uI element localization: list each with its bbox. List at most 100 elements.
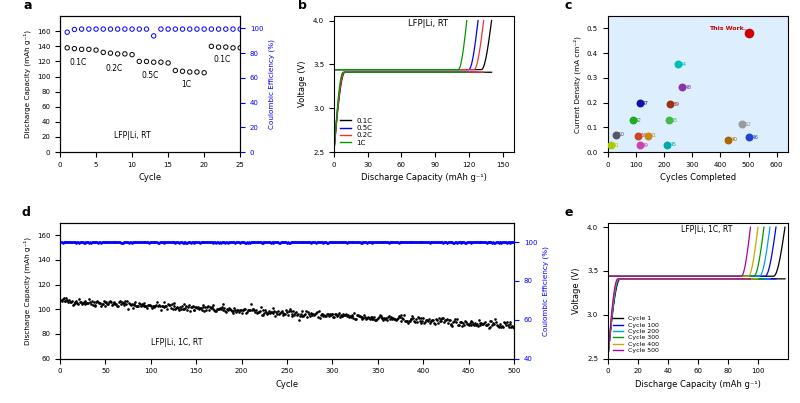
Point	[147, 303, 160, 310]
Point	[354, 239, 367, 246]
Point	[210, 239, 223, 245]
Point	[217, 301, 230, 307]
Point	[100, 239, 113, 245]
Point	[503, 319, 516, 326]
Point	[358, 239, 371, 245]
Point	[493, 321, 506, 327]
Point	[261, 311, 274, 317]
Point	[486, 321, 498, 328]
Point	[226, 239, 238, 245]
Point	[378, 239, 391, 245]
Point	[287, 308, 300, 314]
Text: e: e	[565, 206, 573, 219]
Point	[75, 46, 88, 52]
Point	[427, 316, 440, 323]
Point	[128, 239, 141, 246]
Point	[298, 312, 310, 318]
Point	[323, 239, 336, 245]
Point	[149, 239, 162, 245]
Point	[224, 307, 237, 313]
Point	[90, 26, 102, 32]
Point	[199, 304, 212, 310]
Point	[208, 239, 221, 245]
Point	[409, 239, 422, 245]
Point	[365, 314, 378, 320]
Point	[425, 239, 438, 245]
Point	[293, 316, 306, 323]
Point	[376, 315, 389, 321]
Point	[271, 239, 284, 245]
Point	[125, 239, 138, 245]
Point	[314, 239, 327, 245]
Point	[742, 30, 755, 37]
Point	[138, 303, 151, 310]
Point	[461, 321, 474, 328]
Point	[228, 239, 241, 245]
Point	[301, 314, 314, 320]
Point	[161, 239, 174, 245]
Point	[137, 300, 150, 307]
Point	[333, 239, 346, 245]
Point	[434, 316, 447, 322]
Text: b: b	[298, 0, 306, 12]
Point	[146, 303, 159, 310]
Point	[200, 307, 213, 314]
Point	[416, 317, 429, 324]
Point	[233, 239, 246, 245]
Point	[498, 239, 510, 245]
Point	[182, 304, 194, 310]
Point	[358, 239, 370, 245]
Point	[346, 312, 359, 319]
Point	[404, 239, 417, 245]
Point	[230, 307, 243, 313]
Point	[378, 316, 391, 322]
Point	[122, 239, 134, 245]
Point	[455, 239, 468, 245]
Point	[490, 321, 503, 328]
Point	[418, 239, 431, 246]
Point	[316, 239, 329, 245]
Point	[155, 303, 168, 310]
Point	[176, 239, 189, 246]
Point	[486, 239, 498, 246]
Point	[398, 312, 410, 318]
Point	[205, 26, 218, 32]
Point	[190, 69, 203, 75]
Point	[365, 239, 378, 246]
Point	[236, 239, 249, 246]
Point	[135, 301, 148, 307]
Point	[468, 321, 481, 328]
Point	[479, 322, 492, 328]
Point	[234, 239, 246, 246]
Point	[250, 239, 262, 245]
Point	[238, 239, 250, 246]
Point	[484, 318, 497, 325]
Point	[350, 239, 362, 245]
Point	[343, 312, 356, 319]
Point	[303, 239, 316, 245]
Point	[290, 312, 303, 318]
Point	[411, 239, 424, 245]
Point	[290, 239, 302, 245]
Point	[497, 324, 510, 330]
Point	[311, 314, 324, 320]
Point	[148, 304, 161, 310]
Point	[450, 316, 463, 322]
Point	[436, 239, 449, 245]
Point	[434, 318, 446, 324]
Point	[76, 239, 89, 246]
Point	[82, 295, 95, 302]
Point	[441, 316, 454, 322]
Point	[484, 239, 497, 246]
Point	[307, 239, 320, 245]
Point	[394, 239, 406, 246]
Point	[67, 301, 80, 308]
Point	[95, 239, 108, 246]
Point	[414, 318, 426, 324]
Point	[267, 239, 280, 245]
Point	[302, 311, 315, 317]
Point	[314, 315, 326, 322]
Point	[383, 239, 396, 245]
Point	[137, 239, 150, 246]
Point	[169, 26, 182, 32]
